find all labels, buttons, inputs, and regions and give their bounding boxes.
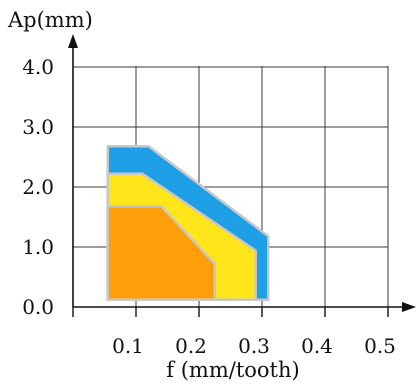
region-3 [106, 204, 217, 302]
y-tick-label: 1.0 [22, 235, 54, 259]
x-axis-title: f (mm/tooth) [166, 358, 299, 382]
x-tick-label: 0.2 [175, 334, 207, 358]
y-tick-label: 4.0 [22, 55, 54, 79]
x-axis-arrow [402, 302, 416, 312]
regions [106, 144, 270, 302]
x-tick-label: 0.3 [238, 334, 270, 358]
y-tick-label: 2.0 [22, 175, 54, 199]
y-axis-title: Ap(mm) [7, 8, 93, 32]
y-axis-arrow [68, 34, 78, 48]
y-tick-label: 0.0 [22, 295, 54, 319]
x-tick-label: 0.1 [112, 334, 144, 358]
ticks: 0.1 0.2 0.3 0.4 0.5 0.0 1.0 2.0 3.0 4.0 [22, 55, 396, 358]
y-tick-label: 3.0 [22, 115, 54, 139]
axes [68, 34, 416, 317]
x-tick-label: 0.4 [301, 334, 333, 358]
x-tick-label: 0.5 [364, 334, 396, 358]
